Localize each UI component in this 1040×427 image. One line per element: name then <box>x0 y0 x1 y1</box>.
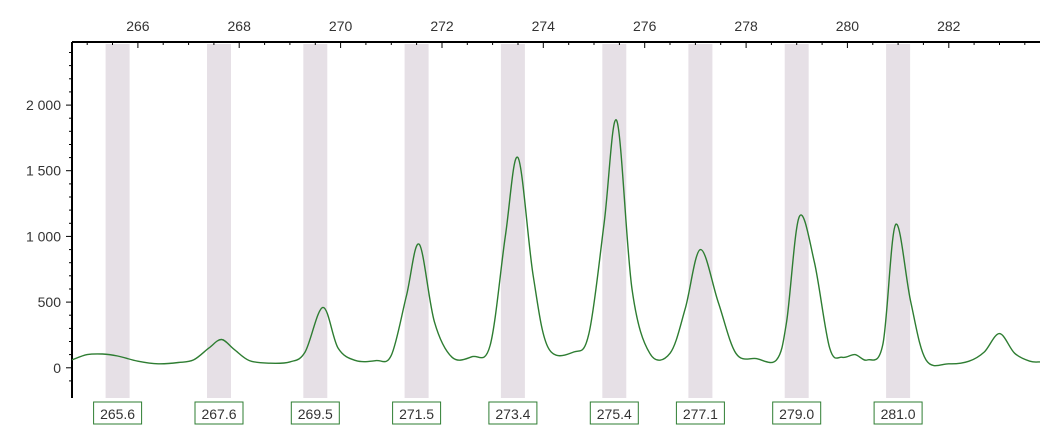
bin-6 <box>688 44 713 398</box>
bins-layer <box>105 44 911 398</box>
y-tick-label-3: 1 500 <box>26 163 61 179</box>
peak-label-text: 269.5 <box>298 406 333 422</box>
peak-labels-layer: 265.6 267.6 269.5 271.5 273.4 275.4 277.1 279.0… <box>93 401 923 425</box>
peak-label-box <box>93 401 143 425</box>
peak-label-text: 273.4 <box>495 406 530 422</box>
y-tick-label-1: 500 <box>38 294 62 310</box>
peak-label-1: 267.6 <box>194 401 244 425</box>
series-line <box>71 119 1040 367</box>
bin-8 <box>886 44 911 398</box>
x-tick-label-268: 268 <box>228 18 252 34</box>
x-tick-label-266: 266 <box>126 18 150 34</box>
peak-label-box <box>392 401 442 425</box>
y-tick-label-2: 1 000 <box>26 228 61 244</box>
x-tick-label-270: 270 <box>329 18 353 34</box>
peak-label-box <box>194 401 244 425</box>
peak-label-text: 265.6 <box>100 406 135 422</box>
peak-label-box <box>675 401 725 425</box>
bin-5 <box>602 44 627 398</box>
peak-label-box <box>290 401 340 425</box>
peak-label-8: 281.0 <box>873 401 923 425</box>
peak-label-text: 281.0 <box>881 406 916 422</box>
bin-4 <box>500 44 525 398</box>
peak-label-text: 267.6 <box>201 406 236 422</box>
peak-label-3: 271.5 <box>392 401 442 425</box>
peak-label-box <box>589 401 639 425</box>
peak-label-box <box>488 401 538 425</box>
x-tick-label-276: 276 <box>633 18 657 34</box>
peak-label-7: 279.0 <box>772 401 822 425</box>
x-tick-label-282: 282 <box>937 18 961 34</box>
peak-label-text: 275.4 <box>597 406 632 422</box>
x-tick-label-272: 272 <box>430 18 454 34</box>
peak-label-text: 277.1 <box>683 406 718 422</box>
peak-label-box <box>873 401 923 425</box>
x-tick-label-280: 280 <box>836 18 860 34</box>
x-tick-label-278: 278 <box>734 18 758 34</box>
y-ticks: 0 500 1 000 1 500 2 000 <box>26 52 72 382</box>
x-tick-label-274: 274 <box>532 18 556 34</box>
peak-label-box <box>772 401 822 425</box>
peak-label-text: 271.5 <box>399 406 434 422</box>
bin-1 <box>207 44 231 398</box>
bin-3 <box>404 44 429 398</box>
peak-label-5: 275.4 <box>589 401 639 425</box>
peak-label-0: 265.6 <box>93 401 143 425</box>
bin-2 <box>303 44 328 398</box>
axes-layer: 266 268 270 272 274 276 278 280 282 0 500 1 000 1 5… <box>26 18 1040 398</box>
y-tick-label-4: 2 000 <box>26 97 61 113</box>
x-ticks: 266 268 270 272 274 276 278 280 282 <box>86 18 1026 48</box>
peak-label-6: 277.1 <box>675 401 725 425</box>
y-tick-label-0: 0 <box>53 360 61 376</box>
bin-0 <box>105 44 130 398</box>
peak-label-text: 279.0 <box>779 406 814 422</box>
peak-label-4: 273.4 <box>488 401 538 425</box>
peak-label-2: 269.5 <box>290 401 340 425</box>
